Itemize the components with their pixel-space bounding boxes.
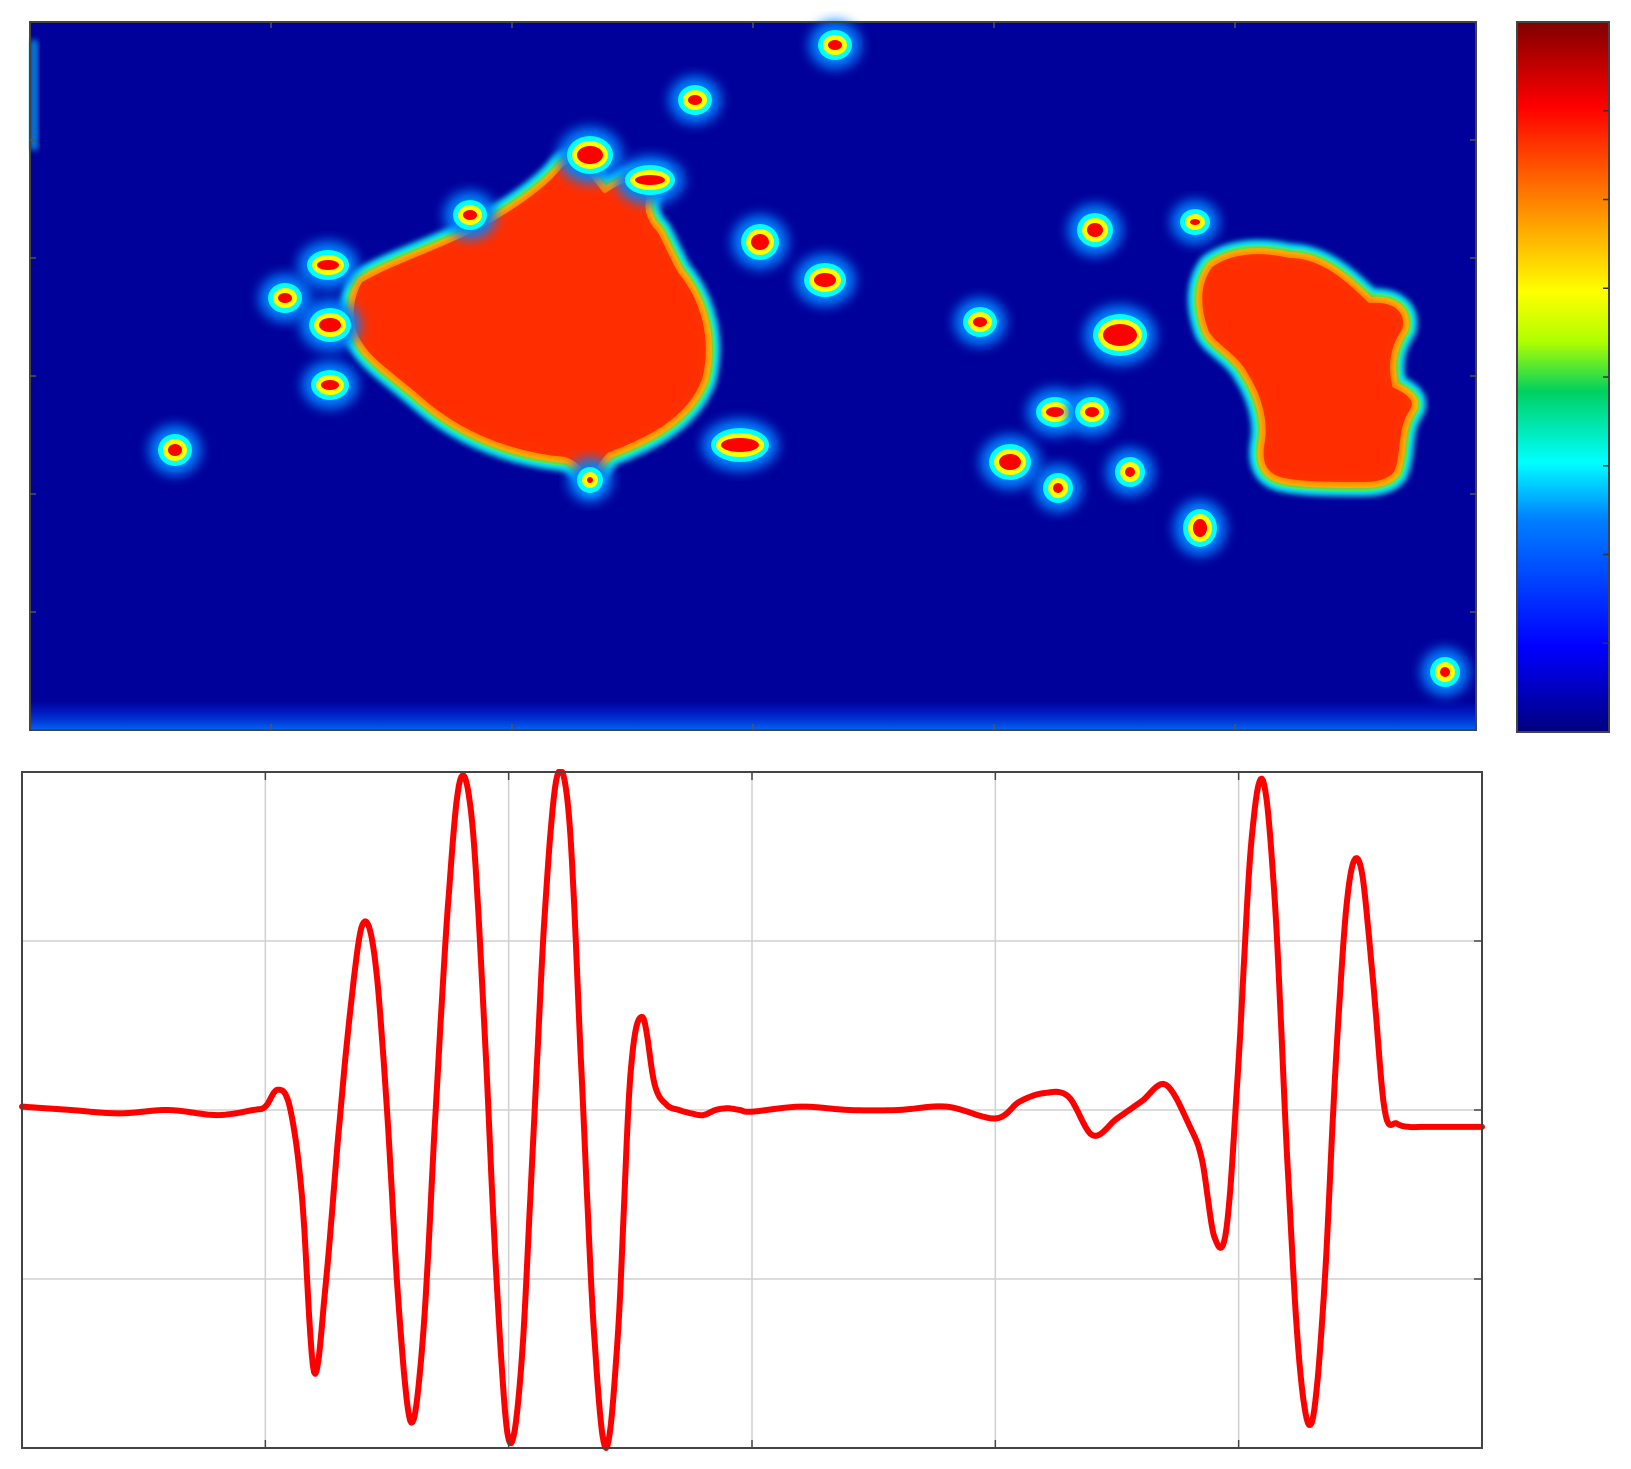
- feature-spot-core: [319, 318, 341, 332]
- feature-spot-core: [721, 438, 759, 452]
- feature-spot-core: [1440, 667, 1450, 677]
- large-left-feature-core-shade: [350, 159, 709, 485]
- feature-spot: [1027, 388, 1083, 436]
- large-left-feature: [339, 148, 720, 496]
- feature-spot-core: [999, 454, 1021, 470]
- feature-spot: [702, 419, 778, 471]
- large-right-feature-core-shade: [1199, 251, 1415, 485]
- feature-spot: [300, 299, 360, 351]
- feature-spot: [669, 76, 721, 124]
- colorbar-ticks: [1603, 110, 1609, 644]
- feature-spot: [1174, 500, 1226, 556]
- feature-spot-core: [587, 477, 593, 483]
- feature-spot: [444, 191, 496, 239]
- feature-spot-core: [1125, 467, 1135, 477]
- feature-spot-core: [828, 40, 842, 50]
- feature-spot: [149, 425, 201, 475]
- feature-spot: [1171, 200, 1219, 244]
- feature-spot-core: [463, 210, 477, 220]
- feature-spot: [302, 361, 358, 409]
- feature-spot-core: [321, 380, 339, 390]
- feature-spot-core: [168, 444, 182, 456]
- line-panel: [19, 769, 1485, 1451]
- feature-spot: [732, 215, 788, 269]
- feature-spot: [1421, 648, 1469, 696]
- feature-spot: [809, 21, 861, 69]
- feature-spot-core: [635, 175, 665, 185]
- feature-spot-core: [1085, 407, 1099, 417]
- feature-spot: [1068, 204, 1122, 256]
- feature-spot-core: [278, 293, 292, 303]
- feature-spot: [1106, 448, 1154, 496]
- feature-spot-core: [1190, 219, 1200, 225]
- line-ticks: [264, 772, 1482, 1448]
- signal-series-line: [19, 769, 1485, 1451]
- feature-spot: [954, 298, 1006, 346]
- feature-spot: [298, 241, 358, 289]
- feature-spot-core: [1193, 519, 1207, 537]
- heatmap-features: [149, 21, 1469, 696]
- feature-spot: [616, 156, 684, 204]
- feature-spot-core: [973, 317, 987, 327]
- colorbar: [1516, 21, 1610, 733]
- heatmap-ticks: [30, 22, 1476, 730]
- feature-spot-core: [814, 273, 836, 287]
- feature-spot-core: [1087, 223, 1103, 237]
- feature-spot: [259, 274, 311, 322]
- feature-spot-core: [1046, 407, 1064, 417]
- feature-spot-core: [688, 95, 702, 105]
- feature-spot: [795, 254, 855, 306]
- feature-spot: [1034, 464, 1082, 512]
- feature-spot: [980, 435, 1040, 489]
- heatmap-left-edge-glow: [30, 40, 38, 150]
- feature-spot: [1084, 305, 1156, 365]
- feature-spot-core: [1103, 324, 1137, 346]
- colorbar-gradient: [1516, 21, 1610, 733]
- feature-spot-core: [577, 146, 603, 164]
- feature-spot: [1066, 388, 1118, 436]
- heatmap-panel: [29, 21, 1477, 731]
- feature-spot: [568, 458, 612, 502]
- large-right-feature: [1188, 240, 1426, 496]
- feature-spot-core: [317, 260, 339, 270]
- feature-spot-core: [1053, 483, 1063, 493]
- feature-spot: [558, 127, 622, 183]
- feature-spot-core: [751, 234, 769, 250]
